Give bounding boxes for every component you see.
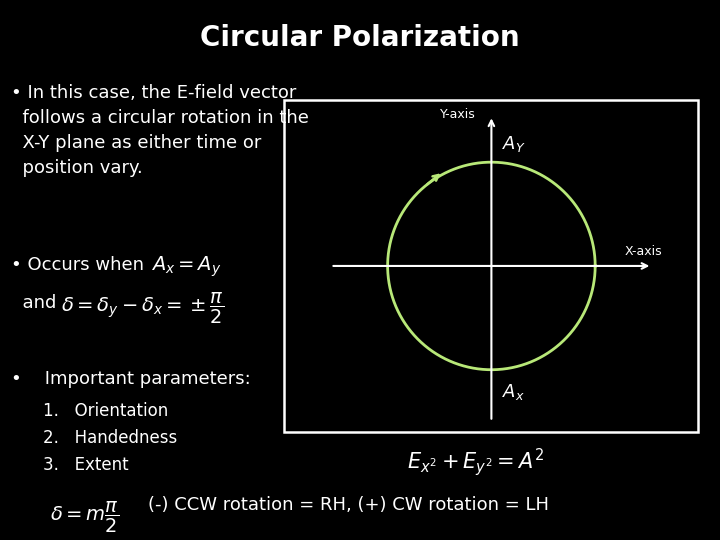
Bar xyxy=(284,100,698,432)
Text: X-axis: X-axis xyxy=(625,245,662,258)
Text: $A_Y$: $A_Y$ xyxy=(502,134,526,154)
Text: 3.   Extent: 3. Extent xyxy=(43,456,129,474)
Text: $\delta = \delta_y - \delta_x = \pm\dfrac{\pi}{2}$: $\delta = \delta_y - \delta_x = \pm\dfra… xyxy=(61,291,225,326)
Text: and: and xyxy=(11,294,68,312)
Text: 1.   Orientation: 1. Orientation xyxy=(43,402,168,420)
Text: $E_{x^2}+E_{y^2}=A^2$: $E_{x^2}+E_{y^2}=A^2$ xyxy=(407,446,544,477)
Text: $A_x = A_y$: $A_x = A_y$ xyxy=(151,255,222,279)
Text: (-) CCW rotation = RH, (+) CW rotation = LH: (-) CCW rotation = RH, (+) CW rotation =… xyxy=(148,496,549,514)
Text: Circular Polarization: Circular Polarization xyxy=(200,24,520,52)
Text: Y-axis: Y-axis xyxy=(439,108,475,121)
Text: $A_x$: $A_x$ xyxy=(502,382,525,402)
Text: $\delta = m\dfrac{\pi}{2}$: $\delta = m\dfrac{\pi}{2}$ xyxy=(50,500,120,535)
Text: • In this case, the E-field vector
  follows a circular rotation in the
  X-Y pl: • In this case, the E-field vector follo… xyxy=(11,84,309,177)
Text: •    Important parameters:: • Important parameters: xyxy=(11,370,251,388)
Text: 2.   Handedness: 2. Handedness xyxy=(43,429,177,447)
Text: • Occurs when: • Occurs when xyxy=(11,256,156,274)
